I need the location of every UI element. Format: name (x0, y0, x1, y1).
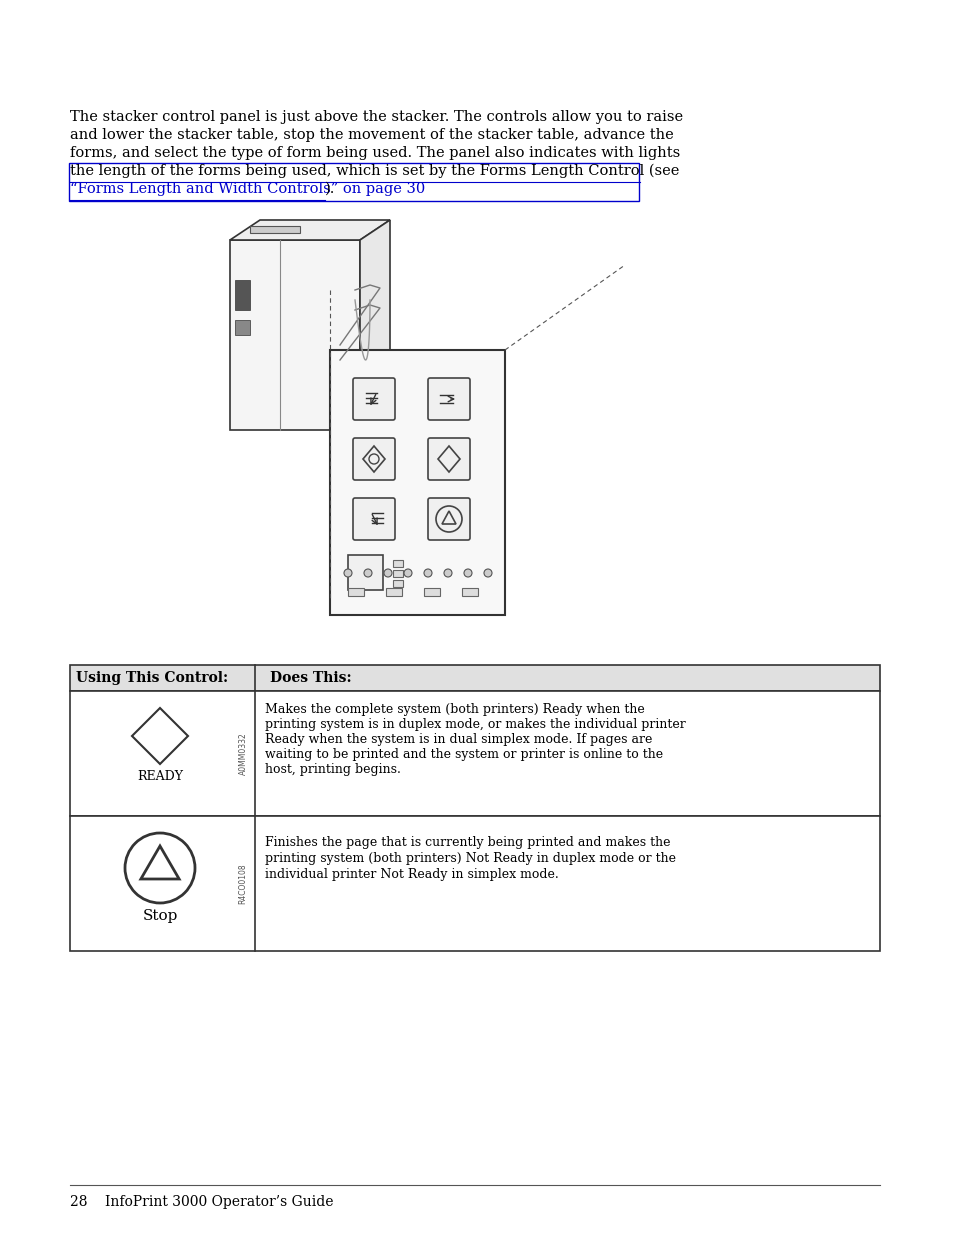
Text: 28    InfoPrint 3000 Operator’s Guide: 28 InfoPrint 3000 Operator’s Guide (70, 1195, 334, 1209)
FancyBboxPatch shape (393, 571, 402, 577)
Text: printing system is in duplex mode, or makes the individual printer: printing system is in duplex mode, or ma… (265, 718, 685, 731)
Circle shape (364, 569, 372, 577)
FancyBboxPatch shape (330, 350, 504, 615)
Text: A0MM0332: A0MM0332 (238, 732, 247, 774)
FancyBboxPatch shape (70, 664, 879, 692)
FancyBboxPatch shape (348, 588, 364, 597)
FancyBboxPatch shape (461, 588, 477, 597)
Polygon shape (132, 708, 188, 764)
Text: and lower the stacker table, stop the movement of the stacker table, advance the: and lower the stacker table, stop the mo… (70, 128, 673, 142)
FancyBboxPatch shape (250, 226, 299, 233)
FancyBboxPatch shape (353, 378, 395, 420)
Text: waiting to be printed and the system or printer is online to the: waiting to be printed and the system or … (265, 748, 662, 761)
Text: Makes the complete system (both printers) Ready when the: Makes the complete system (both printers… (265, 703, 644, 716)
FancyBboxPatch shape (70, 816, 879, 951)
Text: host, printing begins.: host, printing begins. (265, 763, 400, 776)
Text: The stacker control panel is just above the stacker. The controls allow you to r: The stacker control panel is just above … (70, 110, 682, 124)
Text: Using This Control:: Using This Control: (76, 671, 228, 685)
Text: individual printer Not Ready in simplex mode.: individual printer Not Ready in simplex … (265, 868, 558, 881)
Polygon shape (230, 220, 390, 240)
Text: the length of the forms being used, which is set by the Forms Length Control (se: the length of the forms being used, whic… (70, 164, 679, 178)
FancyBboxPatch shape (428, 498, 470, 540)
Circle shape (125, 832, 194, 903)
FancyBboxPatch shape (348, 555, 382, 590)
FancyBboxPatch shape (353, 498, 395, 540)
FancyBboxPatch shape (353, 438, 395, 480)
Circle shape (423, 569, 432, 577)
Text: Ready when the system is in dual simplex mode. If pages are: Ready when the system is in dual simplex… (265, 734, 652, 746)
FancyBboxPatch shape (230, 240, 359, 430)
Circle shape (443, 569, 452, 577)
Text: Does This:: Does This: (270, 671, 352, 685)
Text: forms, and select the type of form being used. The panel also indicates with lig: forms, and select the type of form being… (70, 146, 679, 161)
Polygon shape (141, 846, 179, 879)
FancyBboxPatch shape (393, 580, 402, 587)
FancyBboxPatch shape (423, 588, 439, 597)
Text: Finishes the page that is currently being printed and makes the: Finishes the page that is currently bein… (265, 836, 670, 848)
Circle shape (403, 569, 412, 577)
Text: READY: READY (137, 769, 183, 783)
Polygon shape (359, 220, 390, 430)
FancyBboxPatch shape (234, 320, 250, 335)
Text: “Forms Length and Width Controls” on page 30: “Forms Length and Width Controls” on pag… (70, 182, 425, 196)
FancyBboxPatch shape (393, 559, 402, 567)
Text: R4CO0108: R4CO0108 (238, 863, 247, 904)
Text: printing system (both printers) Not Ready in duplex mode or the: printing system (both printers) Not Read… (265, 852, 676, 864)
Text: Stop: Stop (142, 909, 177, 923)
FancyBboxPatch shape (428, 438, 470, 480)
FancyBboxPatch shape (428, 378, 470, 420)
Circle shape (384, 569, 392, 577)
Text: ).: ). (325, 182, 335, 196)
FancyBboxPatch shape (386, 588, 401, 597)
FancyBboxPatch shape (234, 280, 250, 310)
Circle shape (463, 569, 472, 577)
Circle shape (344, 569, 352, 577)
FancyBboxPatch shape (70, 692, 879, 816)
Circle shape (483, 569, 492, 577)
